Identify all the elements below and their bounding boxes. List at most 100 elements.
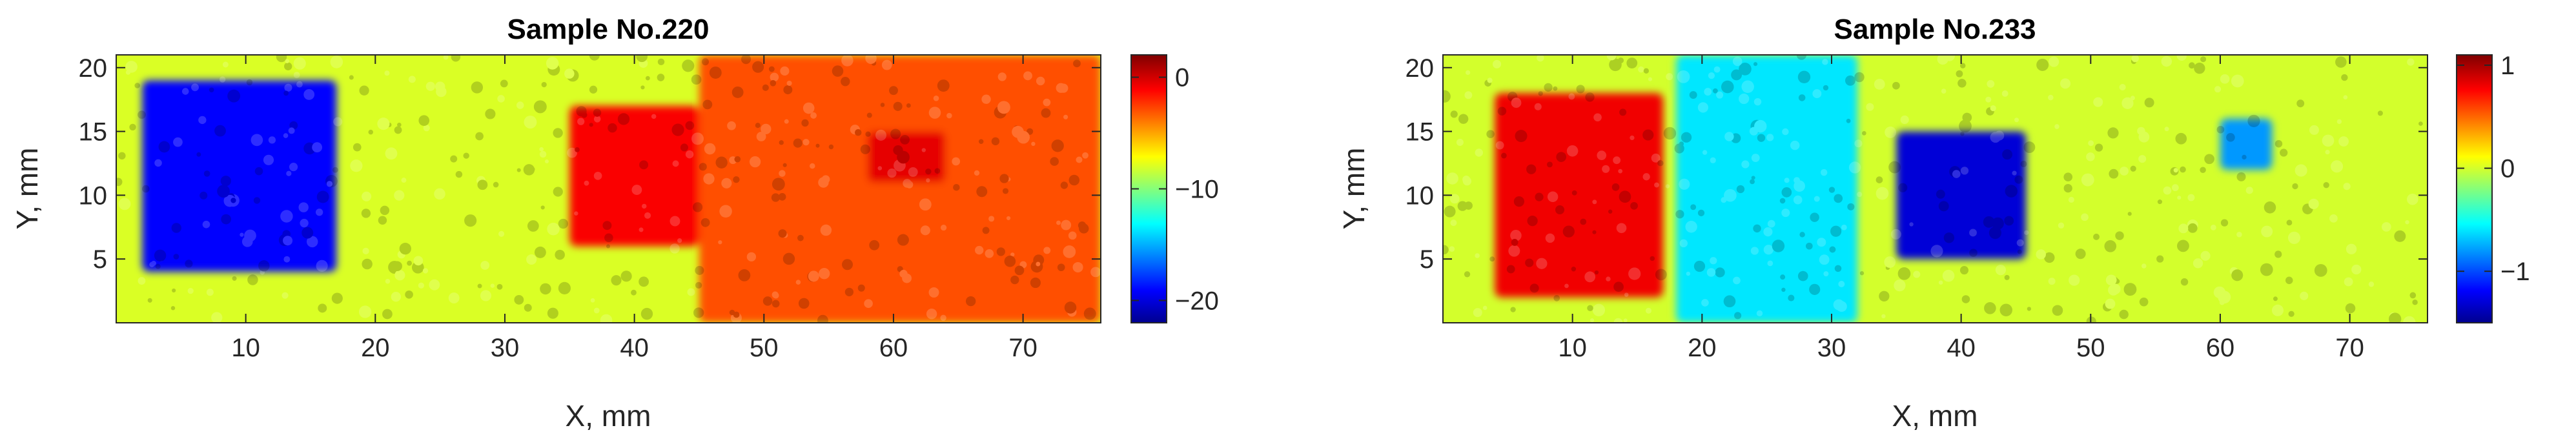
texture-dot	[1685, 221, 1697, 233]
heatmap-region	[867, 131, 946, 183]
texture-dot	[524, 303, 532, 312]
y-tick-label: 5	[1420, 245, 1434, 274]
texture-dot	[782, 252, 795, 265]
texture-dot	[1010, 252, 1015, 257]
texture-dot	[952, 157, 961, 166]
texture-dot	[397, 122, 402, 127]
texture-dot	[1961, 295, 1970, 303]
texture-dot	[1623, 318, 1628, 323]
texture-dot	[940, 224, 947, 231]
texture-dot	[2335, 56, 2347, 68]
texture-dot	[293, 72, 300, 79]
texture-dot	[762, 296, 773, 306]
texture-dot	[2309, 125, 2319, 135]
texture-dot	[1797, 70, 1811, 84]
texture-dot	[2274, 250, 2282, 258]
texture-dot	[1536, 258, 1548, 269]
texture-dot	[1534, 103, 1542, 110]
texture-dot	[1713, 66, 1721, 73]
texture-dot	[540, 283, 551, 295]
texture-dot	[1489, 256, 1495, 262]
texture-dot	[2341, 74, 2348, 81]
texture-dot	[2405, 220, 2409, 225]
texture-dot	[1014, 125, 1019, 130]
texture-dot	[1464, 91, 1473, 99]
texture-dot	[1846, 118, 1851, 123]
texture-dot	[2127, 212, 2132, 216]
texture-dot	[2260, 263, 2273, 276]
texture-dot	[1464, 201, 1473, 210]
texture-dot	[1510, 229, 1522, 241]
texture-dot	[173, 137, 183, 147]
texture-dot	[1465, 70, 1471, 76]
y-tick-label: 20	[79, 54, 108, 83]
texture-dot	[1985, 96, 1992, 103]
texture-dot	[2001, 90, 2009, 97]
texture-dot	[288, 127, 295, 134]
texture-dot	[773, 180, 783, 191]
texture-dot	[639, 227, 644, 232]
texture-dot	[1756, 310, 1763, 317]
texture-dot	[2219, 300, 2225, 305]
texture-dot	[1809, 283, 1821, 295]
texture-dot	[778, 229, 787, 238]
texture-dot	[1090, 267, 1101, 278]
texture-dot	[362, 258, 373, 270]
texture-dot	[1017, 130, 1030, 144]
x-tick-label: 70	[2335, 334, 2364, 362]
texture-dot	[888, 86, 898, 96]
texture-dot	[1590, 318, 1595, 323]
texture-dot	[1730, 133, 1741, 143]
texture-dot	[1690, 204, 1697, 210]
texture-dot	[1056, 220, 1061, 225]
texture-dot	[2027, 307, 2032, 311]
texture-dot	[1772, 240, 1785, 252]
texture-dot	[2204, 154, 2214, 165]
texture-dot	[220, 176, 231, 187]
texture-dot	[1941, 55, 1952, 61]
texture-dot	[1781, 209, 1790, 218]
texture-dot	[1030, 277, 1041, 289]
y-tick-label: 15	[1406, 118, 1435, 147]
panel-sample-220: Sample No.220 10 20 30 40 50 60 70 5 10 15 20 X, …	[10, 14, 1219, 433]
texture-dot	[807, 271, 818, 282]
texture-dot	[1766, 134, 1774, 141]
texture-dot	[2012, 170, 2017, 176]
texture-dot	[1936, 189, 1945, 199]
texture-dot	[405, 290, 413, 299]
x-axis: 10 20 30 40 50 60 70	[1558, 55, 2364, 362]
x-tick-label: 40	[1947, 334, 1976, 362]
texture-dot	[289, 163, 298, 172]
texture-dot	[864, 299, 873, 309]
texture-dot	[480, 261, 490, 270]
texture-dot	[1944, 55, 1955, 61]
texture-dot	[202, 220, 210, 229]
colorbar-tick-label: −1	[2500, 258, 2530, 286]
texture-dot	[771, 193, 781, 202]
texture-dot	[639, 276, 649, 287]
texture-dot	[1650, 256, 1655, 261]
texture-dot	[498, 230, 505, 237]
texture-dot	[227, 89, 241, 103]
texture-dot	[227, 193, 235, 201]
texture-dot	[1004, 255, 1016, 267]
texture-dot	[2093, 97, 2103, 107]
texture-dot	[1064, 301, 1077, 314]
texture-dot	[687, 288, 695, 296]
texture-dot	[477, 283, 482, 289]
texture-dot	[2094, 143, 2103, 152]
texture-dot	[727, 121, 736, 130]
texture-dot	[1059, 83, 1068, 93]
texture-dot	[903, 179, 912, 188]
texture-dot	[691, 132, 704, 145]
texture-dot	[1446, 172, 1458, 185]
texture-dot	[254, 167, 263, 176]
texture-dot	[240, 232, 244, 237]
texture-dot	[382, 309, 393, 320]
texture-dot	[1611, 183, 1620, 191]
texture-dot	[278, 234, 291, 247]
texture-dot	[1537, 55, 1544, 62]
texture-dot	[2156, 255, 2164, 263]
texture-dot	[2108, 284, 2119, 296]
